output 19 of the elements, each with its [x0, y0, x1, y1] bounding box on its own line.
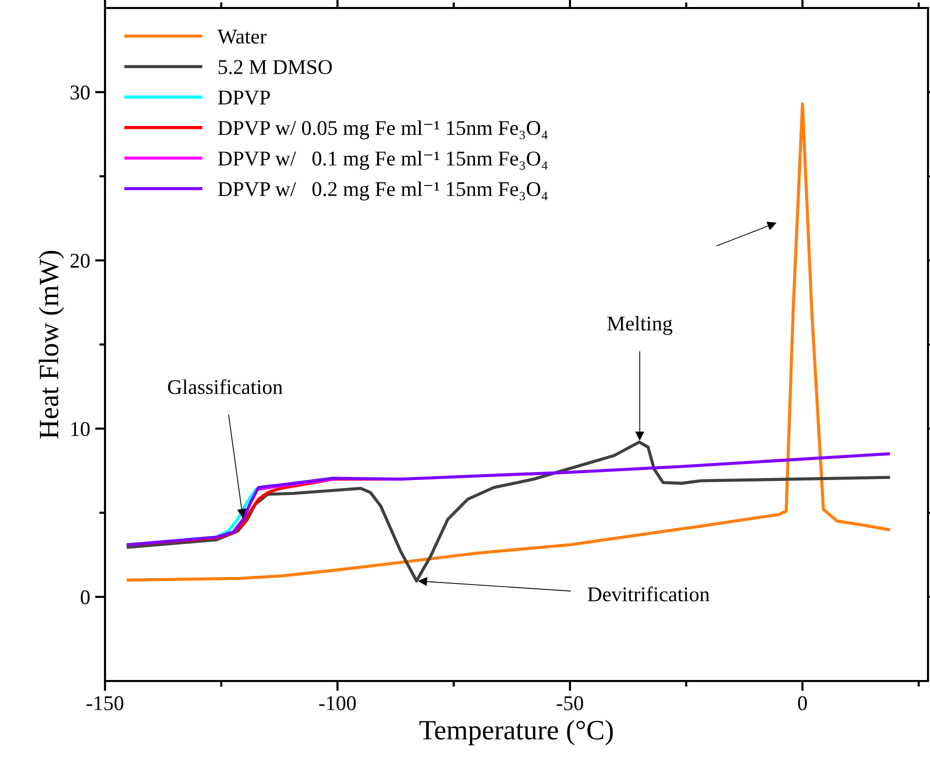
legend-label: DPVP w/ 0.2 mg Fe ml⁻¹ 15nm Fe₃O₄ [218, 181, 548, 200]
annotation: Glassification [168, 379, 283, 394]
legend-label: 5.2 M DMSO [218, 60, 332, 74]
x-tick-label: -100 [319, 696, 356, 710]
x-tick-label: 0 [798, 696, 807, 710]
y-axis-title: Heat Flow (mW) [38, 250, 64, 439]
legend-label: DPVP [218, 90, 270, 105]
y-tick-label: 0 [80, 590, 90, 604]
legend-label: DPVP w/ 0.1 mg Fe ml⁻¹ 15nm Fe₃O₄ [218, 150, 548, 170]
annotation: Devitrification [588, 586, 710, 602]
annotation: Melting [607, 316, 672, 335]
legend-label: Water [218, 30, 267, 44]
legend-label: DPVP w/ 0.05 mg Fe ml⁻¹ 15nm Fe₃O₄ [218, 120, 548, 140]
y-tick-label: 10 [71, 422, 90, 436]
x-tick-label: -50 [556, 696, 584, 710]
x-axis-title: Temperature (°C) [419, 720, 613, 746]
x-tick-label: -150 [86, 696, 124, 710]
y-tick-label: 20 [70, 254, 90, 268]
y-tick-label: 30 [70, 86, 90, 100]
